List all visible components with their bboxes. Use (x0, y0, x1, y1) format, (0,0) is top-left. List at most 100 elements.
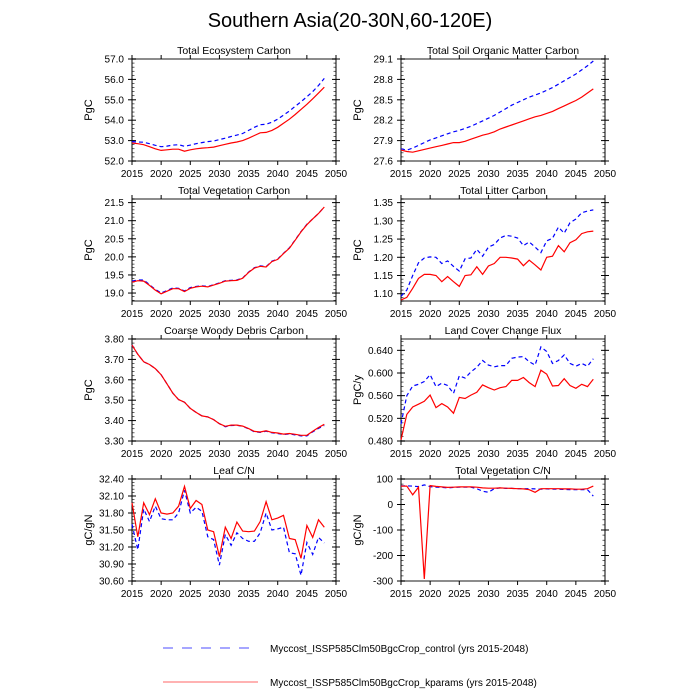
y-tick-label: 1.15 (374, 271, 394, 282)
x-tick-label: 2050 (325, 309, 348, 320)
series-line-kparams (131, 86, 325, 152)
y-tick-label: 21.5 (105, 198, 125, 209)
panel-total-vegetation-carbon: Total Vegetation Carbon PgC 2015 2020 2025 20… (83, 185, 348, 320)
y-tick-label: 32.40 (99, 475, 124, 486)
y-tick-label: 27.6 (374, 157, 394, 168)
x-tick-label: 2050 (594, 309, 617, 320)
y-axis-label: PgC (83, 239, 95, 260)
y-tick-label: 1.35 (374, 198, 394, 209)
panel-title: Total Litter Carbon (460, 185, 546, 197)
y-tick-label: 31.50 (99, 526, 124, 537)
x-tick-label: 2025 (179, 589, 202, 600)
panel-title: Leaf C/N (213, 465, 254, 477)
x-tick-label: 2020 (150, 169, 173, 180)
series-line-control (400, 60, 594, 151)
x-tick-label: 2030 (208, 309, 231, 320)
y-tick-label: -200 (373, 551, 393, 562)
y-tick-label: 29.1 (374, 55, 394, 66)
panel-title: Total Soil Organic Matter Carbon (427, 45, 579, 57)
x-tick-label: 2020 (419, 309, 442, 320)
x-tick-label: 2035 (237, 309, 260, 320)
x-tick-label: 2020 (419, 169, 442, 180)
y-tick-label: 3.50 (105, 396, 125, 407)
x-tick-label: 2015 (121, 589, 144, 600)
x-tick-label: 2040 (267, 589, 290, 600)
series-line-kparams (131, 484, 325, 559)
series-line-kparams (400, 230, 594, 301)
x-tick-label: 2030 (477, 309, 500, 320)
x-tick-label: 2040 (536, 589, 559, 600)
y-tick-label: 56.0 (105, 75, 125, 86)
series-line-control (131, 344, 325, 437)
x-tick-label: 2025 (179, 309, 202, 320)
y-axis-label: gC/gN (352, 514, 364, 545)
y-tick-label: 27.9 (374, 136, 394, 147)
y-axis-label: gC/gN (83, 514, 95, 545)
x-tick-label: 2045 (296, 589, 319, 600)
y-tick-label: 3.30 (105, 437, 125, 448)
x-tick-label: 2015 (121, 309, 144, 320)
x-tick-label: 2045 (565, 309, 588, 320)
x-tick-label: 2040 (267, 449, 290, 460)
y-tick-label: 0.640 (368, 346, 393, 357)
x-tick-label: 2035 (237, 449, 260, 460)
y-axis-label: PgC (83, 379, 95, 400)
x-tick-label: 2015 (390, 449, 413, 460)
x-tick-label: 2015 (390, 169, 413, 180)
y-tick-label: 3.80 (105, 335, 125, 346)
x-tick-label: 2025 (179, 169, 202, 180)
x-tick-label: 2025 (448, 449, 471, 460)
x-tick-label: 2020 (419, 449, 442, 460)
x-tick-label: 2040 (536, 309, 559, 320)
y-tick-label: 30.60 (99, 577, 124, 588)
x-tick-label: 2045 (565, 589, 588, 600)
y-tick-label: 3.40 (105, 416, 125, 427)
y-tick-label: 28.8 (374, 75, 394, 86)
y-tick-label: 19.5 (105, 270, 125, 281)
x-tick-label: 2035 (506, 169, 529, 180)
x-tick-label: 2045 (296, 449, 319, 460)
x-tick-label: 2050 (325, 589, 348, 600)
x-tick-label: 2045 (296, 309, 319, 320)
y-tick-label: 1.25 (374, 235, 394, 246)
x-tick-label: 2030 (477, 449, 500, 460)
y-tick-label: 28.2 (374, 116, 394, 127)
series-line-kparams (401, 484, 594, 580)
x-tick-label: 2035 (506, 449, 529, 460)
y-axis-label: PgC (352, 99, 364, 120)
series-line-kparams (131, 206, 325, 295)
x-tick-label: 2050 (325, 169, 348, 180)
panel-title: Total Vegetation Carbon (178, 185, 290, 197)
x-tick-label: 2045 (565, 449, 588, 460)
panel-title: Total Vegetation C/N (455, 465, 551, 477)
y-tick-label: 55.0 (105, 95, 125, 106)
y-axis-label: PgC (83, 99, 95, 120)
x-tick-label: 2020 (419, 589, 442, 600)
x-tick-label: 2025 (179, 449, 202, 460)
x-tick-label: 2030 (477, 169, 500, 180)
x-tick-label: 2025 (448, 589, 471, 600)
y-tick-label: 53.0 (105, 136, 125, 147)
x-tick-label: 2040 (536, 449, 559, 460)
y-tick-label: 57.0 (105, 55, 125, 66)
y-axis-label: PgC (352, 239, 364, 260)
x-tick-label: 2040 (536, 169, 559, 180)
y-tick-label: 20.0 (105, 252, 125, 263)
x-tick-label: 2020 (150, 449, 173, 460)
panel-leaf-c-n: Leaf C/N gC/gN 2015 2020 2025 2030 2035 2040 204… (83, 465, 348, 600)
y-tick-label: -300 (373, 577, 393, 588)
x-tick-label: 2050 (594, 169, 617, 180)
x-tick-label: 2040 (267, 309, 290, 320)
x-tick-label: 2035 (506, 589, 529, 600)
series-line-kparams (400, 88, 594, 153)
y-tick-label: 1.10 (374, 289, 394, 300)
y-tick-label: 31.20 (99, 543, 124, 554)
y-tick-label: 21.0 (105, 216, 125, 227)
y-tick-label: 0.480 (368, 437, 393, 448)
panel-total-ecosystem-carbon: Total Ecosystem Carbon PgC 2015 2020 2025 203… (83, 45, 348, 180)
y-tick-label: 28.5 (374, 95, 394, 106)
series-line-control (400, 345, 594, 425)
x-tick-label: 2030 (208, 449, 231, 460)
